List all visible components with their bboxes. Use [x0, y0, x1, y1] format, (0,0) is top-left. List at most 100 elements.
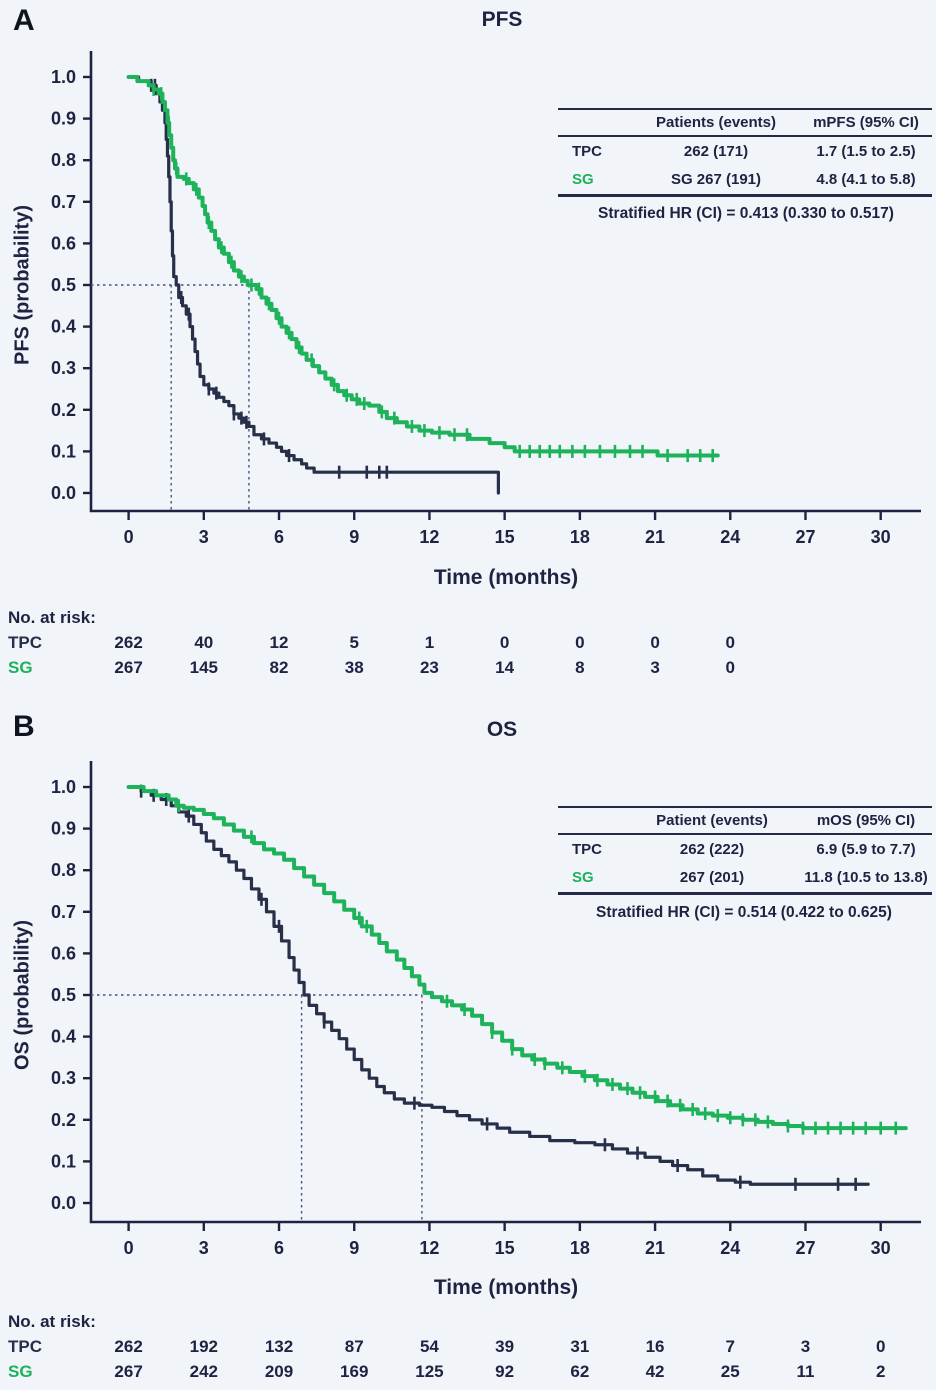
svg-text:0.6: 0.6	[51, 233, 76, 253]
risk-value: 5	[349, 633, 359, 652]
svg-text:30: 30	[871, 1238, 891, 1258]
svg-text:15: 15	[495, 1238, 515, 1258]
table-rule-header	[558, 833, 932, 835]
risk-value: 25	[720, 1362, 740, 1381]
svg-text:0.9: 0.9	[51, 819, 76, 839]
table-rule-bottom	[558, 892, 932, 895]
risk-row-label-tpc: TPC	[8, 1337, 42, 1356]
column-header: mPFS (95% CI)	[813, 114, 919, 131]
risk-value: 1	[424, 633, 435, 652]
svg-text:6: 6	[274, 527, 284, 547]
tpc-events: 262 (171)	[683, 143, 749, 160]
risk-value: 87	[344, 1337, 364, 1356]
svg-text:6: 6	[274, 1238, 284, 1258]
svg-text:Time (months): Time (months)	[434, 566, 578, 589]
svg-text:0.7: 0.7	[51, 192, 76, 212]
risk-value: 54	[419, 1337, 439, 1356]
row-label-sg: SG	[572, 171, 594, 188]
svg-text:0.1: 0.1	[51, 441, 76, 461]
svg-text:12: 12	[419, 1238, 439, 1258]
svg-text:0.7: 0.7	[51, 902, 76, 922]
svg-text:0.6: 0.6	[51, 943, 76, 963]
svg-text:12: 12	[419, 527, 439, 547]
svg-text:18: 18	[570, 527, 590, 547]
risk-value: 0	[725, 658, 735, 677]
svg-text:27: 27	[795, 1238, 815, 1258]
hazard-ratio-note: Stratified HR (CI) = 0.514 (0.422 to 0.6…	[596, 904, 892, 921]
risk-row-label-sg: SG	[8, 658, 33, 677]
risk-value: 132	[264, 1337, 294, 1356]
risk-row-label-tpc: TPC	[8, 633, 42, 652]
svg-text:21: 21	[645, 527, 665, 547]
risk-value: 209	[264, 1362, 294, 1381]
risk-value: 92	[495, 1362, 515, 1381]
risk-value: 40	[194, 633, 214, 652]
risk-value: 262	[114, 633, 143, 652]
km-plot-os: 1.0 0.9 0.8 0.7 0.6 0.5 0.4 0.3 0.2 0.1 0.0 0 3 6 9 12 1…	[51, 761, 921, 1299]
svg-text:27: 27	[795, 527, 815, 547]
risk-row-label-sg: SG	[8, 1362, 33, 1381]
risk-value: 16	[645, 1337, 665, 1356]
table-rule-header	[558, 135, 932, 137]
risk-value: 82	[269, 658, 289, 677]
svg-text:Time (months): Time (months)	[434, 1276, 578, 1299]
svg-text:3: 3	[199, 527, 209, 547]
svg-text:21: 21	[645, 1238, 665, 1258]
tpc-median: 6.9 (5.9 to 7.7)	[816, 841, 916, 858]
risk-value: 7	[725, 1337, 735, 1356]
svg-text:0: 0	[124, 1238, 134, 1258]
risk-value: 11	[796, 1362, 815, 1381]
risk-value: 3	[650, 658, 660, 677]
svg-text:1.0: 1.0	[51, 777, 76, 797]
column-header: Patient (events)	[656, 812, 768, 829]
risk-value: 14	[495, 658, 515, 677]
km-plot-pfs: 1.0 0.9 0.8 0.7 0.6 0.5 0.4 0.3 0.2 0.1 0.0 0 3 6 9 12 1…	[51, 51, 921, 589]
hazard-ratio-note: Stratified HR (CI) = 0.413 (0.330 to 0.5…	[598, 205, 894, 222]
svg-text:0.2: 0.2	[51, 1110, 76, 1130]
svg-text:0.8: 0.8	[51, 860, 76, 880]
row-label-tpc: TPC	[572, 841, 602, 858]
svg-text:15: 15	[495, 527, 515, 547]
risk-value: 42	[645, 1362, 665, 1381]
risk-value: 8	[575, 658, 585, 677]
risk-table-title: No. at risk:	[8, 1312, 96, 1331]
risk-value: 169	[340, 1362, 369, 1381]
panel-a-letter: A	[13, 4, 35, 37]
sg-events: 267 (201)	[679, 869, 745, 886]
risk-value: 31	[570, 1337, 590, 1356]
risk-value: 23	[419, 658, 439, 677]
row-label-sg: SG	[572, 869, 594, 886]
svg-text:1.0: 1.0	[51, 67, 76, 87]
risk-value: 242	[189, 1362, 218, 1381]
svg-text:24: 24	[720, 1238, 740, 1258]
risk-value: 125	[415, 1362, 444, 1381]
risk-value: 0	[650, 633, 660, 652]
table-rule-top	[558, 108, 932, 110]
svg-text:0.5: 0.5	[51, 985, 76, 1005]
svg-text:0.0: 0.0	[51, 483, 76, 503]
risk-value: 267	[114, 1362, 143, 1381]
risk-value: 0	[499, 633, 510, 652]
table-rule-bottom	[558, 194, 932, 197]
panel-b-title: OS	[486, 718, 518, 741]
panel-a-title: PFS	[481, 8, 523, 31]
svg-text:0.8: 0.8	[51, 150, 76, 170]
risk-value: 262	[114, 1337, 143, 1356]
svg-text:0.9: 0.9	[51, 109, 76, 129]
svg-text:0.3: 0.3	[51, 1068, 76, 1088]
svg-text:3: 3	[199, 1238, 209, 1258]
svg-text:0.0: 0.0	[51, 1193, 76, 1213]
panel-b-letter: B	[13, 710, 35, 743]
svg-text:0: 0	[124, 527, 134, 547]
column-header: Patients (events)	[655, 114, 777, 131]
sg-median: 11.8 (10.5 to 13.8)	[804, 869, 928, 886]
risk-value: 2	[875, 1362, 886, 1381]
risk-value: 38	[344, 658, 364, 677]
risk-value: 12	[269, 633, 289, 652]
svg-text:24: 24	[720, 527, 740, 547]
sg-events: SG 267 (191)	[670, 171, 762, 188]
svg-text:9: 9	[349, 1238, 359, 1258]
risk-table-title: No. at risk:	[8, 608, 96, 627]
svg-text:18: 18	[570, 1238, 590, 1258]
